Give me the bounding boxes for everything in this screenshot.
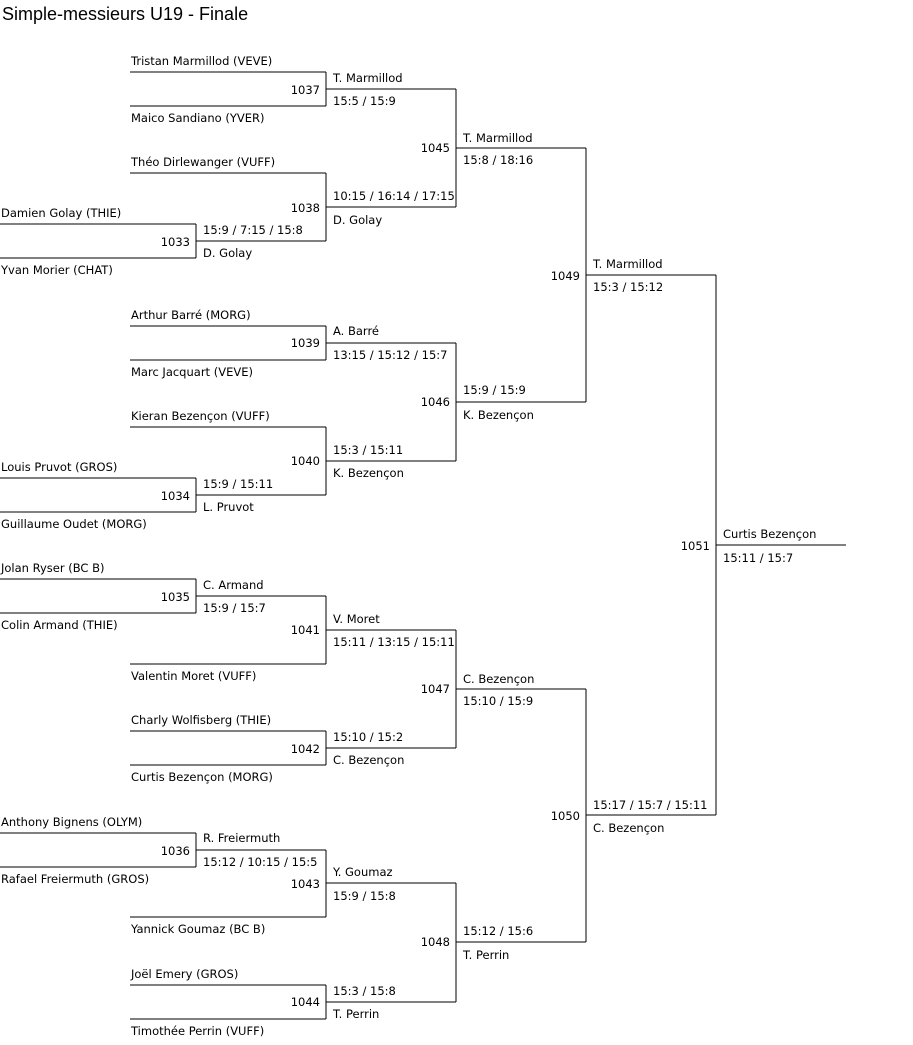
match-score: 15:17 / 15:7 / 15:11	[593, 798, 707, 812]
match-number: 1039	[291, 336, 320, 350]
match-winner: T. Marmillod	[592, 257, 663, 271]
player-name: Tristan Marmillod (VEVE)	[130, 54, 272, 68]
match-winner: C. Bezençon	[463, 672, 534, 686]
match-winner: A. Barré	[333, 324, 379, 338]
match-number: 1042	[291, 742, 320, 756]
match-number: 1036	[161, 844, 190, 858]
match-winner: T. Marmillod	[332, 71, 403, 85]
match-winner: L. Pruvot	[203, 500, 254, 514]
match-winner: T. Marmillod	[462, 131, 533, 145]
player-name: Guillaume Oudet (MORG)	[1, 517, 147, 531]
match-winner: C. Armand	[203, 578, 264, 592]
match-score: 15:3 / 15:8	[333, 984, 396, 998]
champion-name: Curtis Bezençon	[723, 527, 816, 541]
player-name: Timothée Perrin (VUFF)	[130, 1024, 264, 1038]
match-score: 15:11 / 13:15 / 15:11	[333, 635, 455, 649]
player-name: Théo Dirlewanger (VUFF)	[130, 155, 275, 169]
player-name: Maico Sandiano (YVER)	[131, 111, 264, 125]
match-number: 1051	[681, 539, 710, 553]
match-winner: D. Golay	[333, 213, 382, 227]
match-score: 15:3 / 15:12	[593, 280, 663, 294]
match-score: 15:8 / 18:16	[463, 153, 533, 167]
match-winner: T. Perrin	[332, 1007, 379, 1021]
match-number: 1043	[291, 877, 320, 891]
match-score: 15:12 / 10:15 / 15:5	[203, 855, 317, 869]
match-winner: K. Bezençon	[463, 408, 534, 422]
match-score: 10:15 / 16:14 / 17:15	[333, 189, 455, 203]
match-score: 15:5 / 15:9	[333, 94, 396, 108]
player-name: Arthur Barré (MORG)	[131, 308, 251, 322]
match-winner: K. Bezençon	[333, 466, 404, 480]
player-name: Colin Armand (THIE)	[1, 618, 118, 632]
player-name: Marc Jacquart (VEVE)	[131, 365, 253, 379]
match-number: 1040	[291, 454, 320, 468]
match-number: 1034	[161, 489, 190, 503]
match-number: 1046	[421, 395, 450, 409]
bracket-title: Simple-messieurs U19 - Finale	[2, 4, 249, 24]
match-score: 15:12 / 15:6	[463, 924, 533, 938]
match-score: 15:9 / 15:9	[463, 383, 526, 397]
match-score: 15:11 / 15:7	[723, 551, 793, 565]
player-name: Valentin Moret (VUFF)	[131, 669, 256, 683]
player-name: Joël Emery (GROS)	[130, 967, 238, 981]
match-number: 1048	[421, 935, 450, 949]
match-score: 15:10 / 15:2	[333, 730, 403, 744]
player-name: Yannick Goumaz (BC B)	[130, 922, 265, 936]
match-score: 15:9 / 7:15 / 15:8	[203, 223, 303, 237]
player-name: Damien Golay (THIE)	[1, 206, 121, 220]
match-winner: Y. Goumaz	[332, 865, 393, 879]
match-score: 15:9 / 15:8	[333, 889, 396, 903]
match-number: 1049	[551, 269, 580, 283]
match-number: 1037	[291, 83, 320, 97]
match-number: 1047	[421, 682, 450, 696]
match-number: 1050	[551, 809, 580, 823]
match-number: 1045	[421, 141, 450, 155]
match-score: 15:3 / 15:11	[333, 443, 403, 457]
match-number: 1038	[291, 201, 320, 215]
player-name: Yvan Morier (CHAT)	[0, 263, 113, 277]
match-number: 1033	[161, 235, 190, 249]
player-name: Louis Pruvot (GROS)	[1, 460, 117, 474]
match-number: 1044	[291, 995, 320, 1009]
match-number: 1035	[161, 590, 190, 604]
match-winner: D. Golay	[203, 246, 252, 260]
match-winner: C. Bezençon	[333, 753, 404, 767]
match-winner: T. Perrin	[462, 948, 509, 962]
match-winner: R. Freiermuth	[203, 831, 280, 845]
match-number: 1041	[291, 623, 320, 637]
player-name: Curtis Bezençon (MORG)	[131, 770, 273, 784]
match-score: 15:9 / 15:11	[203, 477, 273, 491]
match-score: 13:15 / 15:12 / 15:7	[333, 348, 447, 362]
player-name: Kieran Bezençon (VUFF)	[131, 409, 270, 423]
player-name: Rafael Freiermuth (GROS)	[1, 872, 149, 886]
player-name: Anthony Bignens (OLYM)	[1, 815, 142, 829]
match-score: 15:9 / 15:7	[203, 601, 266, 615]
player-name: Jolan Ryser (BC B)	[0, 561, 104, 575]
match-score: 15:10 / 15:9	[463, 694, 533, 708]
match-winner: C. Bezençon	[593, 821, 664, 835]
match-winner: V. Moret	[333, 612, 380, 626]
player-name: Charly Wolfisberg (THIE)	[131, 713, 271, 727]
